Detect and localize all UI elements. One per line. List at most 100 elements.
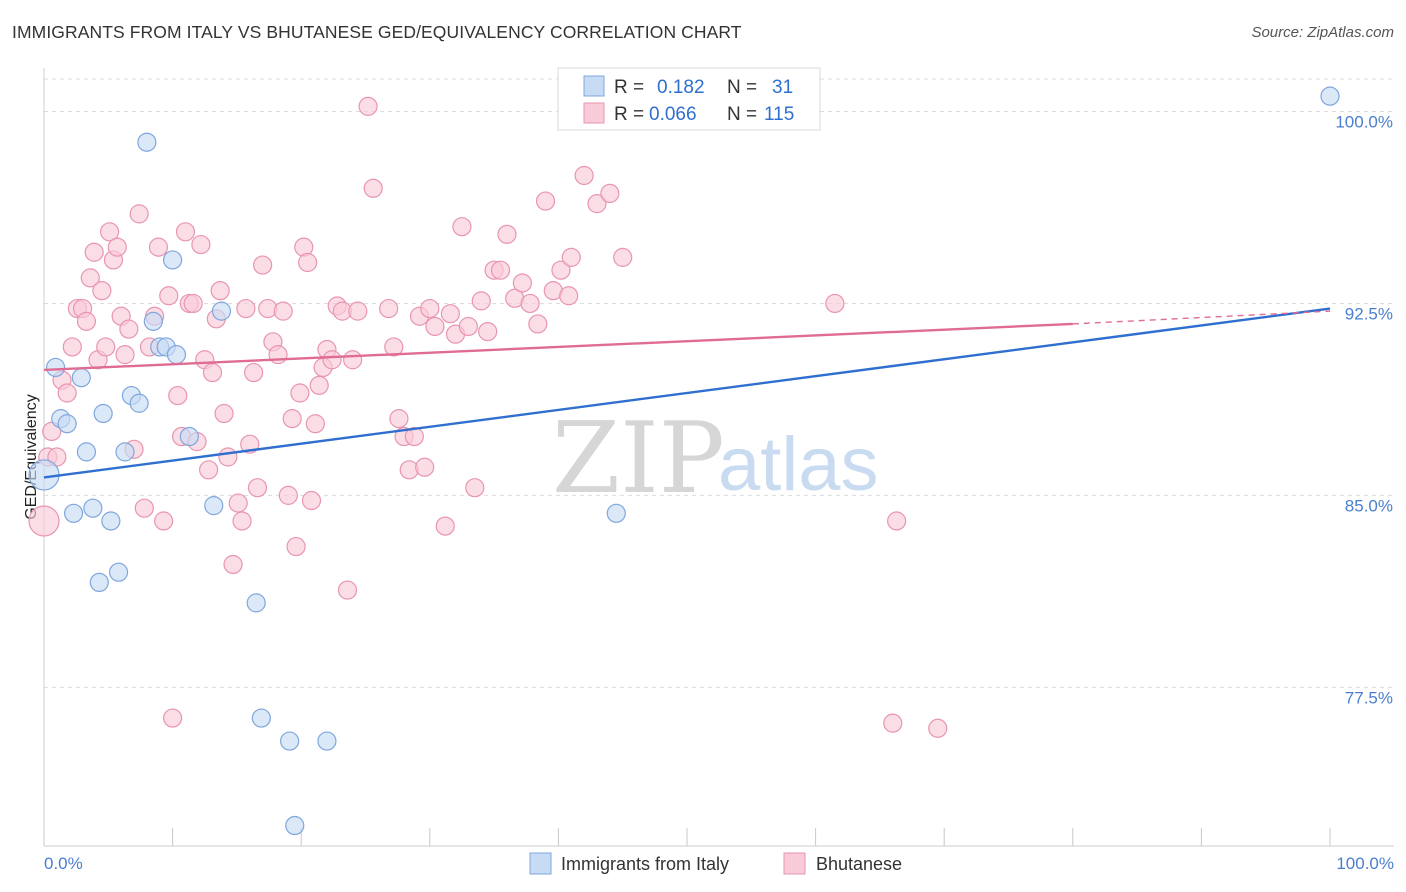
bhutanese-point: [358, 96, 378, 116]
bhutanese-point: [153, 511, 174, 531]
italy-point: [93, 403, 113, 424]
bhutanese-point: [404, 426, 424, 447]
y-axis-ticks: 77.5% 85.0% 92.5% 100.0%: [1335, 113, 1393, 708]
italy-point: [285, 815, 305, 836]
italy-point: [57, 414, 77, 434]
italy-point: [251, 708, 271, 728]
bhutanese-point: [28, 505, 60, 537]
bhutanese-point: [471, 291, 491, 311]
italy-point: [101, 511, 121, 531]
bottom-legend-label-bhutanese: Bhutanese: [816, 854, 902, 874]
bhutanese-point: [574, 165, 594, 186]
italy-point: [1320, 86, 1340, 106]
bhutanese-point: [389, 409, 409, 429]
bhutanese-trend-extension: [1072, 310, 1331, 325]
bhutanese-point: [244, 362, 264, 383]
bhutanese-point: [535, 191, 556, 211]
bhutanese-point: [497, 224, 517, 244]
bhutanese-point: [309, 375, 329, 395]
x-tick-label-max: 100.0%: [1336, 854, 1394, 873]
legend-n-label-italy: N =: [727, 77, 757, 98]
bhutanese-point: [928, 718, 948, 738]
italy-point: [89, 572, 109, 593]
bhutanese-point: [80, 268, 100, 288]
bhutanese-point: [168, 385, 188, 406]
y-tick-label: 92.5%: [1345, 304, 1393, 323]
bhutanese-point: [278, 485, 298, 505]
italy-point: [166, 345, 187, 365]
bhutanese-point: [119, 319, 139, 339]
bhutanese-point: [322, 350, 342, 370]
bhutanese-point: [587, 194, 607, 214]
bhutanese-point: [305, 414, 325, 434]
bhutanese-point: [282, 409, 302, 429]
bhutanese-point: [115, 345, 135, 365]
bhutanese-point: [183, 293, 203, 314]
bhutanese-point: [159, 286, 179, 306]
italy-point: [246, 593, 266, 613]
bhutanese-point: [384, 337, 404, 357]
legend-box: R = 0.182 N = 31 R = 0.066 N = 115: [557, 67, 821, 131]
bhutanese-point: [520, 293, 540, 314]
y-tick-label: 100.0%: [1335, 113, 1393, 132]
bhutanese-point: [452, 217, 472, 237]
bhutanese-point: [96, 337, 116, 357]
bhutanese-point: [490, 260, 511, 280]
italy-point: [606, 503, 626, 523]
legend-r-value-italy: 0.182: [657, 77, 705, 98]
italy-point: [211, 301, 232, 321]
bhutanese-point: [348, 301, 368, 321]
bhutanese-point: [134, 498, 154, 518]
bottom-legend: Immigrants from Italy Bhutanese: [529, 852, 902, 875]
bhutanese-point: [286, 536, 306, 557]
bhutanese-point: [228, 493, 248, 513]
bhutanese-point: [148, 237, 169, 257]
bhutanese-point: [559, 286, 579, 306]
bhutanese-point: [129, 204, 149, 224]
bhutanese-point: [528, 314, 548, 334]
bhutanese-point: [551, 260, 571, 280]
legend-r-label-bhutanese: R =: [614, 104, 644, 125]
bhutanese-point: [232, 511, 252, 531]
bhutanese-point: [561, 247, 581, 267]
italy-point: [280, 731, 300, 751]
bhutanese-trend-line: [43, 322, 1073, 372]
legend-swatch-italy: [583, 75, 605, 97]
italy-point: [317, 731, 337, 751]
bhutanese-point: [337, 580, 358, 600]
bhutanese-point: [887, 511, 907, 531]
y-tick-label: 77.5%: [1345, 688, 1393, 707]
bhutanese-point: [343, 350, 363, 370]
italy-point: [204, 496, 224, 516]
legend-r-label-italy: R =: [614, 77, 644, 98]
bottom-legend-label-italy: Immigrants from Italy: [561, 854, 729, 874]
bhutanese-point: [363, 178, 383, 198]
bhutanese-point: [435, 516, 455, 536]
italy-point: [63, 503, 84, 523]
bhutanese-point: [600, 183, 620, 204]
italy-point: [83, 498, 103, 518]
bhutanese-point: [175, 222, 196, 242]
italy-point: [76, 442, 97, 462]
bhutanese-point: [107, 237, 127, 257]
bhutanese-point: [210, 281, 230, 301]
bhutanese-point: [290, 383, 310, 403]
watermark-atlas: atlas: [718, 422, 879, 507]
chart-title: IMMIGRANTS FROM ITALY VS BHUTANESE GED/E…: [12, 22, 742, 42]
bottom-legend-swatch-italy: [529, 852, 552, 875]
bhutanese-point: [99, 222, 120, 242]
bhutanese-point: [202, 362, 223, 383]
trend-lines: [43, 307, 1331, 479]
bhutanese-point: [236, 298, 256, 319]
bhutanese-point: [253, 255, 273, 275]
bhutanese-point: [298, 252, 318, 273]
bhutanese-point: [465, 478, 485, 498]
bhutanese-point: [458, 316, 478, 337]
y-tick-label: 85.0%: [1345, 496, 1393, 515]
bhutanese-point: [425, 316, 445, 337]
italy-trend-line: [43, 307, 1331, 479]
bhutanese-point: [301, 490, 322, 511]
italy-point: [143, 311, 163, 331]
bhutanese-point: [62, 337, 82, 357]
bhutanese-point: [84, 242, 104, 262]
